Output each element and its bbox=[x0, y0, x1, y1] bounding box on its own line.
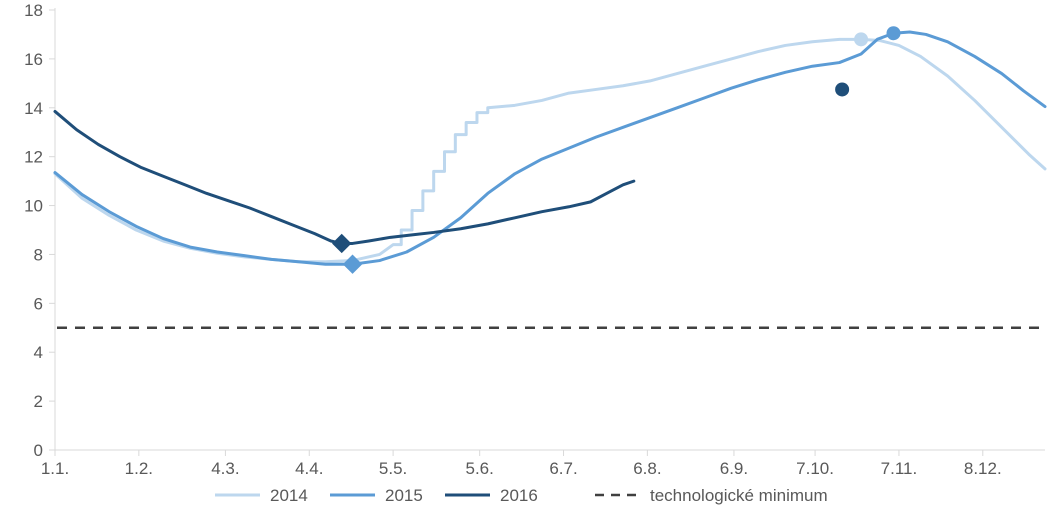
y-tick-label: 0 bbox=[34, 441, 43, 460]
legend-label-2014: 2014 bbox=[270, 486, 308, 505]
detached-circle-marker-2016 bbox=[835, 82, 849, 96]
legend-label-minimum: technologické minimum bbox=[650, 486, 828, 505]
circle-marker-2014 bbox=[854, 32, 868, 46]
legend-label-2016: 2016 bbox=[500, 486, 538, 505]
x-tick-label: 1.1. bbox=[41, 459, 69, 478]
y-tick-label: 10 bbox=[24, 197, 43, 216]
y-tick-label: 16 bbox=[24, 50, 43, 69]
x-tick-label: 7.10. bbox=[796, 459, 834, 478]
x-tick-label: 1.2. bbox=[125, 459, 153, 478]
x-tick-label: 6.7. bbox=[549, 459, 577, 478]
x-tick-label: 4.4. bbox=[295, 459, 323, 478]
x-tick-label: 8.12. bbox=[964, 459, 1002, 478]
y-tick-label: 14 bbox=[24, 99, 43, 118]
y-tick-label: 18 bbox=[24, 1, 43, 20]
chart-svg: 0 2 4 6 8 10 12 14 16 18 1.1. 1.2. 4.3. 4.4. 5.5. 5.6. 6… bbox=[0, 0, 1052, 521]
line-chart: 0 2 4 6 8 10 12 14 16 18 1.1. 1.2. 4.3. 4.4. 5.5. 5.6. 6… bbox=[0, 0, 1052, 521]
y-tick-label: 2 bbox=[34, 392, 43, 411]
x-tick-label: 5.5. bbox=[379, 459, 407, 478]
y-tick-label: 6 bbox=[34, 294, 43, 313]
y-tick-label: 4 bbox=[34, 343, 43, 362]
x-tick-label: 4.3. bbox=[211, 459, 239, 478]
circle-marker-2015 bbox=[887, 26, 901, 40]
x-tick-label: 6.9. bbox=[720, 459, 748, 478]
legend-label-2015: 2015 bbox=[385, 486, 423, 505]
x-tick-label: 5.6. bbox=[465, 459, 493, 478]
y-tick-label: 8 bbox=[34, 245, 43, 264]
y-tick-label: 12 bbox=[24, 148, 43, 167]
x-tick-label: 7.11. bbox=[881, 459, 918, 478]
x-tick-label: 6.8. bbox=[633, 459, 661, 478]
